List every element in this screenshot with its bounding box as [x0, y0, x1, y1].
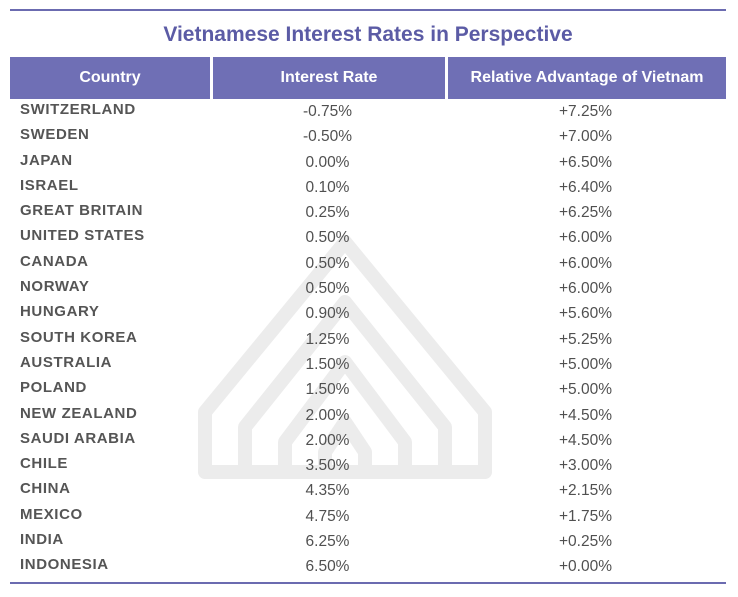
interest-rate-cell: 2.00% [305, 431, 350, 449]
country-cell: GREAT BRITAIN [20, 202, 144, 220]
table-row: SWITZERLAND -0.75% +7.25% [10, 99, 726, 124]
country-cell: ISRAEL [20, 176, 79, 194]
top-rule [10, 9, 726, 11]
interest-rate-cell: 4.75% [305, 507, 350, 525]
interest-rate-cell: -0.75% [302, 103, 353, 120]
country-cell: POLAND [20, 379, 87, 397]
interest-rate-cell: 0.10% [305, 178, 350, 196]
table-row: UNITED STATES 0.50% +6.00% [10, 225, 726, 250]
column-header-country: Country [10, 57, 210, 99]
relative-advantage-cell: +5.25% [558, 330, 612, 348]
table-row: CHINA 4.35% +2.15% [10, 478, 726, 503]
relative-advantage-cell: +5.60% [558, 305, 612, 323]
relative-advantage-cell: +2.15% [558, 482, 612, 500]
relative-advantage-cell: +0.00% [558, 558, 612, 576]
relative-advantage-cell: +6.00% [558, 254, 612, 272]
country-cell: UNITED STATES [20, 227, 145, 245]
table-row: ISRAEL 0.10% +6.40% [10, 175, 726, 200]
interest-rate-cell: 0.50% [305, 229, 350, 247]
relative-advantage-cell: +6.00% [558, 229, 612, 247]
country-cell: SWITZERLAND [20, 101, 136, 118]
interest-rate-cell: 4.35% [305, 482, 350, 500]
country-cell: MEXICO [20, 505, 83, 523]
interest-rate-cell: 6.50% [305, 558, 350, 576]
country-cell: CANADA [20, 252, 89, 270]
table-row: CHILE 3.50% +3.00% [10, 453, 726, 478]
country-cell: CHILE [20, 455, 68, 473]
relative-advantage-cell: +6.25% [558, 204, 612, 222]
interest-rate-cell: 0.50% [305, 254, 350, 272]
interest-rate-cell: 1.50% [305, 355, 350, 373]
country-cell: CHINA [20, 480, 71, 498]
interest-rate-cell: 0.25% [305, 204, 350, 222]
table-row: MEXICO 4.75% +1.75% [10, 504, 726, 529]
relative-advantage-cell: +7.00% [558, 128, 612, 146]
country-cell: INDIA [20, 531, 64, 549]
table-row: JAPAN 0.00% +6.50% [10, 150, 726, 175]
table-row: NEW ZEALAND 2.00% +4.50% [10, 403, 726, 428]
table-row: INDIA 6.25% +0.25% [10, 529, 726, 554]
relative-advantage-cell: +5.00% [558, 381, 612, 399]
country-cell: HUNGARY [20, 303, 100, 321]
relative-advantage-cell: +7.25% [558, 103, 612, 120]
column-header-relative-advantage: Relative Advantage of Vietnam [448, 57, 726, 99]
country-cell: NORWAY [20, 278, 90, 296]
country-cell: SOUTH KOREA [20, 328, 138, 346]
interest-rate-cell: 0.90% [305, 305, 350, 323]
interest-rate-cell: 3.50% [305, 457, 350, 475]
relative-advantage-cell: +6.40% [558, 178, 612, 196]
interest-rate-table: Country Interest Rate Relative Advantage… [10, 57, 726, 580]
interest-rate-cell: 6.25% [305, 533, 350, 551]
country-cell: NEW ZEALAND [20, 404, 138, 422]
interest-rate-cell: -0.50% [302, 128, 353, 146]
table-row: AUSTRALIA 1.50% +5.00% [10, 352, 726, 377]
interest-rate-cell: 2.00% [305, 406, 350, 424]
table-row: NORWAY 0.50% +6.00% [10, 276, 726, 301]
table-row: CANADA 0.50% +6.00% [10, 251, 726, 276]
interest-rate-cell: 0.50% [305, 280, 350, 298]
table-body: SWITZERLAND -0.75% +7.25% SWEDEN -0.50% +7.00… [10, 99, 726, 580]
relative-advantage-cell: +4.50% [558, 406, 612, 424]
relative-advantage-cell: +5.00% [558, 355, 612, 373]
table-row: GREAT BRITAIN 0.25% +6.25% [10, 200, 726, 225]
table-row: SAUDI ARABIA 2.00% +4.50% [10, 428, 726, 453]
country-cell: SWEDEN [20, 126, 90, 144]
table-header-row: Country Interest Rate Relative Advantage… [10, 57, 726, 99]
interest-rate-cell: 1.50% [305, 381, 350, 399]
table-row: SOUTH KOREA 1.25% +5.25% [10, 327, 726, 352]
interest-rate-cell: 1.25% [305, 330, 350, 348]
relative-advantage-cell: +3.00% [558, 457, 612, 475]
country-cell: JAPAN [20, 151, 73, 169]
relative-advantage-cell: +4.50% [558, 431, 612, 449]
page-title: Vietnamese Interest Rates in Perspective [163, 23, 573, 46]
country-cell: SAUDI ARABIA [20, 429, 136, 447]
column-header-interest-rate: Interest Rate [213, 57, 445, 99]
bottom-rule [10, 582, 726, 584]
relative-advantage-cell: +6.00% [558, 280, 612, 298]
table-row: POLAND 1.50% +5.00% [10, 377, 726, 402]
table-row: INDONESIA 6.50% +0.00% [10, 554, 726, 579]
relative-advantage-cell: +1.75% [558, 507, 612, 525]
relative-advantage-cell: +0.25% [558, 533, 612, 551]
table-row: SWEDEN -0.50% +7.00% [10, 124, 726, 149]
country-cell: INDONESIA [20, 556, 109, 574]
interest-rate-cell: 0.00% [305, 153, 350, 171]
country-cell: AUSTRALIA [20, 353, 113, 371]
table-row: HUNGARY 0.90% +5.60% [10, 301, 726, 326]
relative-advantage-cell: +6.50% [558, 153, 612, 171]
